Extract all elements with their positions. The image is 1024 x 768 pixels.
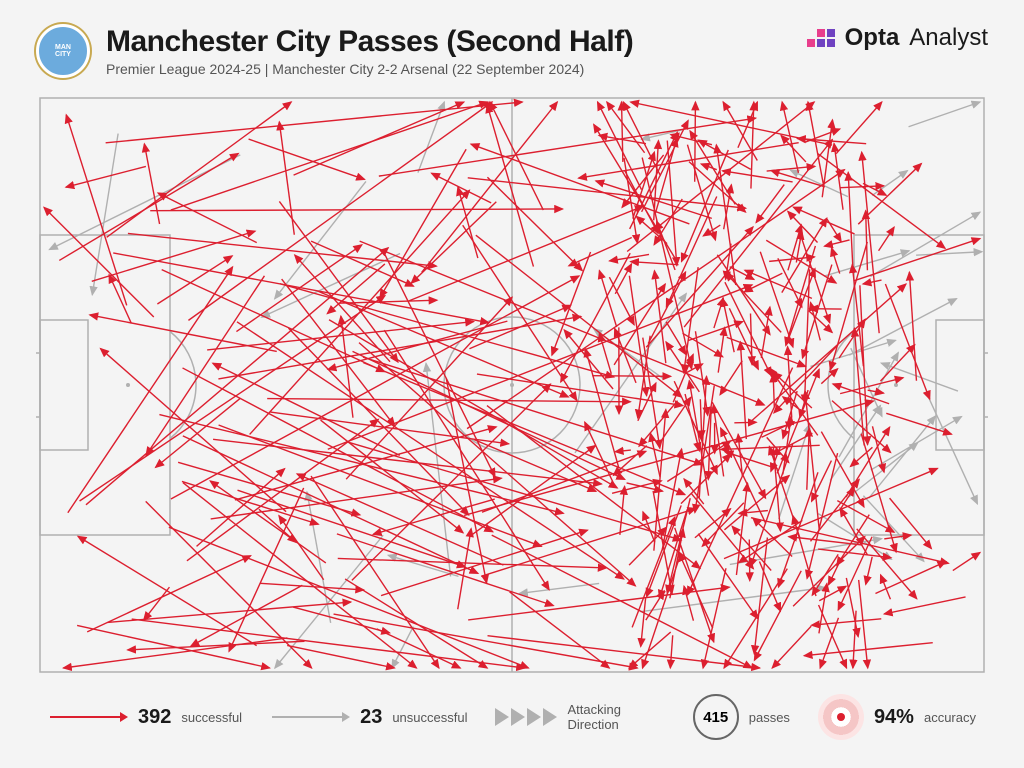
unsuccessful-count: 23 [360,706,382,729]
header: MANCITY Manchester City Passes (Second H… [36,24,988,78]
accuracy-value: 94% [874,706,914,729]
brand-suffix: Analyst [909,24,988,52]
successful-label: successful [181,710,242,725]
header-left: MANCITY Manchester City Passes (Second H… [36,24,633,78]
total-passes-circle: 415 [693,694,739,740]
brand-logo-icon [807,29,835,47]
club-crest: MANCITY [36,24,90,78]
unsuccessful-label: unsuccessful [392,710,467,725]
chart-container: MANCITY Manchester City Passes (Second H… [0,0,1024,768]
pitch-svg [36,94,988,676]
pitch-area [36,94,988,676]
legend-accuracy: 94% accuracy [818,694,976,740]
legend-direction: Attacking Direction [495,702,664,732]
legend-successful: 392 successful [48,706,242,729]
brand-name: Opta [845,24,900,52]
chart-title: Manchester City Passes (Second Half) [106,25,633,59]
legend-footer: 392 successful 23 unsuccessful Attacking… [36,694,988,740]
successful-count: 392 [138,706,171,729]
accuracy-ring-icon [818,694,864,740]
direction-label: Attacking Direction [567,702,664,732]
accuracy-label: accuracy [924,710,976,725]
total-passes-label: passes [749,710,790,725]
title-block: Manchester City Passes (Second Half) Pre… [106,25,633,77]
legend-total: 415 passes [693,694,790,740]
legend-unsuccessful: 23 unsuccessful [270,706,467,729]
chart-subtitle: Premier League 2024-25 | Manchester City… [106,61,633,77]
unsuccessful-arrow-icon [270,710,350,724]
successful-arrow-icon [48,710,128,724]
direction-chevrons-icon [495,708,557,726]
opta-brand: Opta Analyst [807,24,988,52]
